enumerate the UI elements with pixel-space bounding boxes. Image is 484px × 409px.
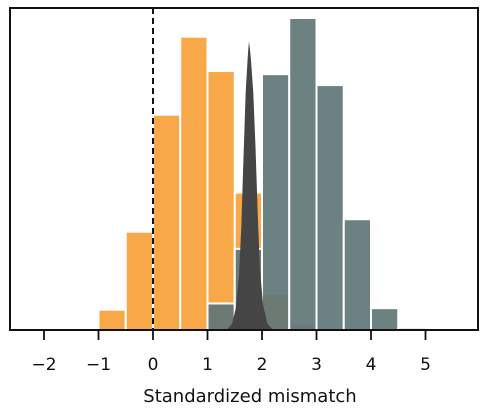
x-tick-label: 3 xyxy=(311,355,322,375)
histogram-bar-s1-b3 xyxy=(288,17,318,331)
histogram-bar-s0-b5 xyxy=(206,70,236,331)
x-tick-label: 2 xyxy=(257,355,268,375)
density-curve xyxy=(226,41,273,331)
x-tick-label: −2 xyxy=(31,355,56,375)
histogram-bar-s1-b4 xyxy=(315,84,345,331)
x-axis-label: Standardized mismatch xyxy=(143,386,356,407)
plot-frame xyxy=(9,7,479,331)
x-tick-label: 0 xyxy=(148,355,159,375)
histogram-bar-s0-b3 xyxy=(152,113,182,331)
histogram-bar-s0-b1 xyxy=(97,308,127,332)
x-tick-label: 4 xyxy=(366,355,377,375)
histogram-bar-s1-b5 xyxy=(342,218,372,332)
histogram-bar-s0-b4 xyxy=(179,35,209,331)
x-tick-label: 1 xyxy=(202,355,213,375)
series-layer xyxy=(70,17,427,332)
histogram-bar-s1-b2 xyxy=(261,73,291,331)
histogram-bar-s0-b2 xyxy=(124,230,154,331)
x-tick-label: 5 xyxy=(420,355,431,375)
x-axis: −2 −1 0 1 2 3 4 5 xyxy=(31,330,431,375)
x-tick-label: −1 xyxy=(86,355,111,375)
histogram-bar-s1-b6 xyxy=(370,307,400,332)
